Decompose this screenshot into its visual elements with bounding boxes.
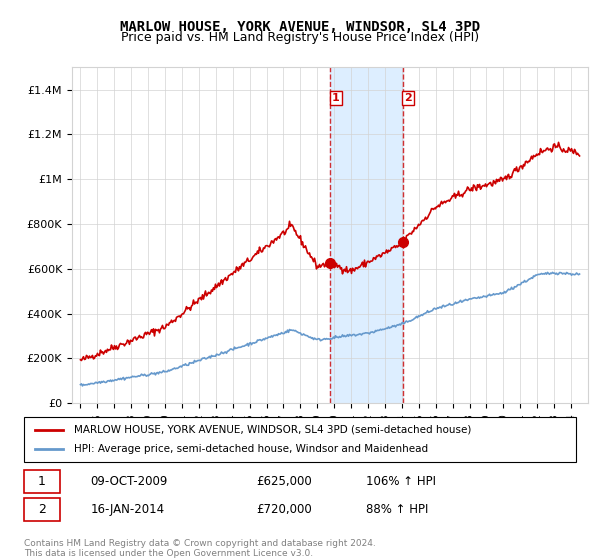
Text: £720,000: £720,000 [256,503,311,516]
Text: 88% ↑ HPI: 88% ↑ HPI [366,503,428,516]
Text: MARLOW HOUSE, YORK AVENUE, WINDSOR, SL4 3PD (semi-detached house): MARLOW HOUSE, YORK AVENUE, WINDSOR, SL4 … [74,424,471,435]
Text: 1: 1 [332,93,340,103]
Text: HPI: Average price, semi-detached house, Windsor and Maidenhead: HPI: Average price, semi-detached house,… [74,445,428,455]
Text: 2: 2 [38,503,46,516]
Text: 09-OCT-2009: 09-OCT-2009 [90,475,167,488]
Text: MARLOW HOUSE, YORK AVENUE, WINDSOR, SL4 3PD: MARLOW HOUSE, YORK AVENUE, WINDSOR, SL4 … [120,20,480,34]
Text: 106% ↑ HPI: 106% ↑ HPI [366,475,436,488]
Text: Contains HM Land Registry data © Crown copyright and database right 2024.
This d: Contains HM Land Registry data © Crown c… [24,539,376,558]
Text: 2: 2 [404,93,412,103]
Bar [331,67,403,403]
FancyBboxPatch shape [24,417,576,462]
Text: 16-JAN-2014: 16-JAN-2014 [90,503,164,516]
Text: Price paid vs. HM Land Registry's House Price Index (HPI): Price paid vs. HM Land Registry's House … [121,31,479,44]
FancyBboxPatch shape [24,470,60,493]
Text: £625,000: £625,000 [256,475,311,488]
Text: 1: 1 [38,475,46,488]
FancyBboxPatch shape [24,498,60,521]
